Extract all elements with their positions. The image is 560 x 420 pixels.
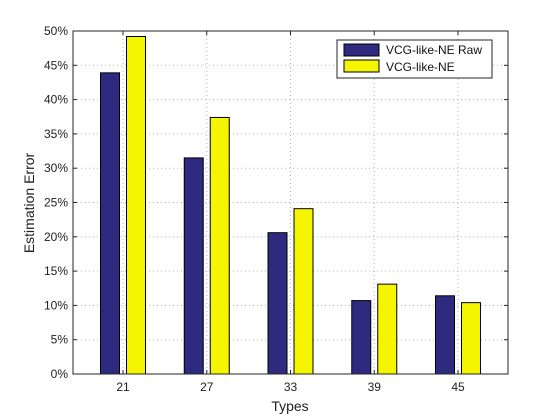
- legend-label-vcg-like-ne: VCG-like-NE: [386, 60, 455, 74]
- bar-vcg-like-ne-raw-39: [351, 300, 372, 375]
- legend: VCG-like-NE Raw VCG-like-NE: [336, 39, 493, 79]
- y-tick-label: 50%: [44, 24, 68, 38]
- x-tick-label: 27: [200, 380, 214, 394]
- y-tick-label: 10%: [44, 298, 68, 312]
- bar-vcg-like-ne-raw-21: [100, 72, 120, 375]
- y-tick-label: 15%: [44, 264, 68, 278]
- bar-vcg-like-ne-raw-27: [183, 157, 204, 375]
- x-tick-label: 39: [368, 380, 382, 394]
- bar-vcg-like-ne-raw-33: [267, 232, 288, 375]
- x-tick-labels: 21 27 33 39 45: [116, 380, 465, 394]
- bar-vcg-like-ne-27: [209, 116, 230, 375]
- x-tick-label: 21: [116, 380, 130, 394]
- y-tick-label: 40%: [44, 93, 68, 107]
- bar-vcg-like-ne-45: [461, 302, 481, 375]
- bar-vcg-like-ne-raw-45: [435, 295, 455, 375]
- x-tick-label: 45: [451, 380, 465, 394]
- x-axis-label: Types: [271, 398, 308, 414]
- legend-label-vcg-like-ne-raw: VCG-like-NE Raw: [386, 43, 482, 57]
- y-tick-label: 20%: [44, 230, 68, 244]
- legend-swatch-vcg-like-ne-raw: [343, 43, 380, 57]
- bars: [100, 35, 481, 375]
- y-tick-label: 45%: [44, 58, 68, 72]
- x-tick-label: 33: [284, 380, 298, 394]
- bar-vcg-like-ne-39: [377, 283, 398, 375]
- y-tick-label: 30%: [44, 161, 68, 175]
- y-tick-labels: 0% 5% 10% 15% 20% 25% 30% 35% 40% 45% 50%: [44, 24, 68, 381]
- bar-vcg-like-ne-21: [126, 35, 146, 375]
- y-tick-label: 25%: [44, 196, 68, 210]
- y-tick-label: 5%: [51, 333, 69, 347]
- legend-swatch-vcg-like-ne: [343, 59, 380, 73]
- y-axis-label: Estimation Error: [21, 152, 37, 253]
- axis-ticks: [73, 30, 508, 375]
- y-tick-label: 0%: [51, 367, 69, 381]
- y-tick-label: 35%: [44, 127, 68, 141]
- bar-vcg-like-ne-33: [293, 208, 314, 375]
